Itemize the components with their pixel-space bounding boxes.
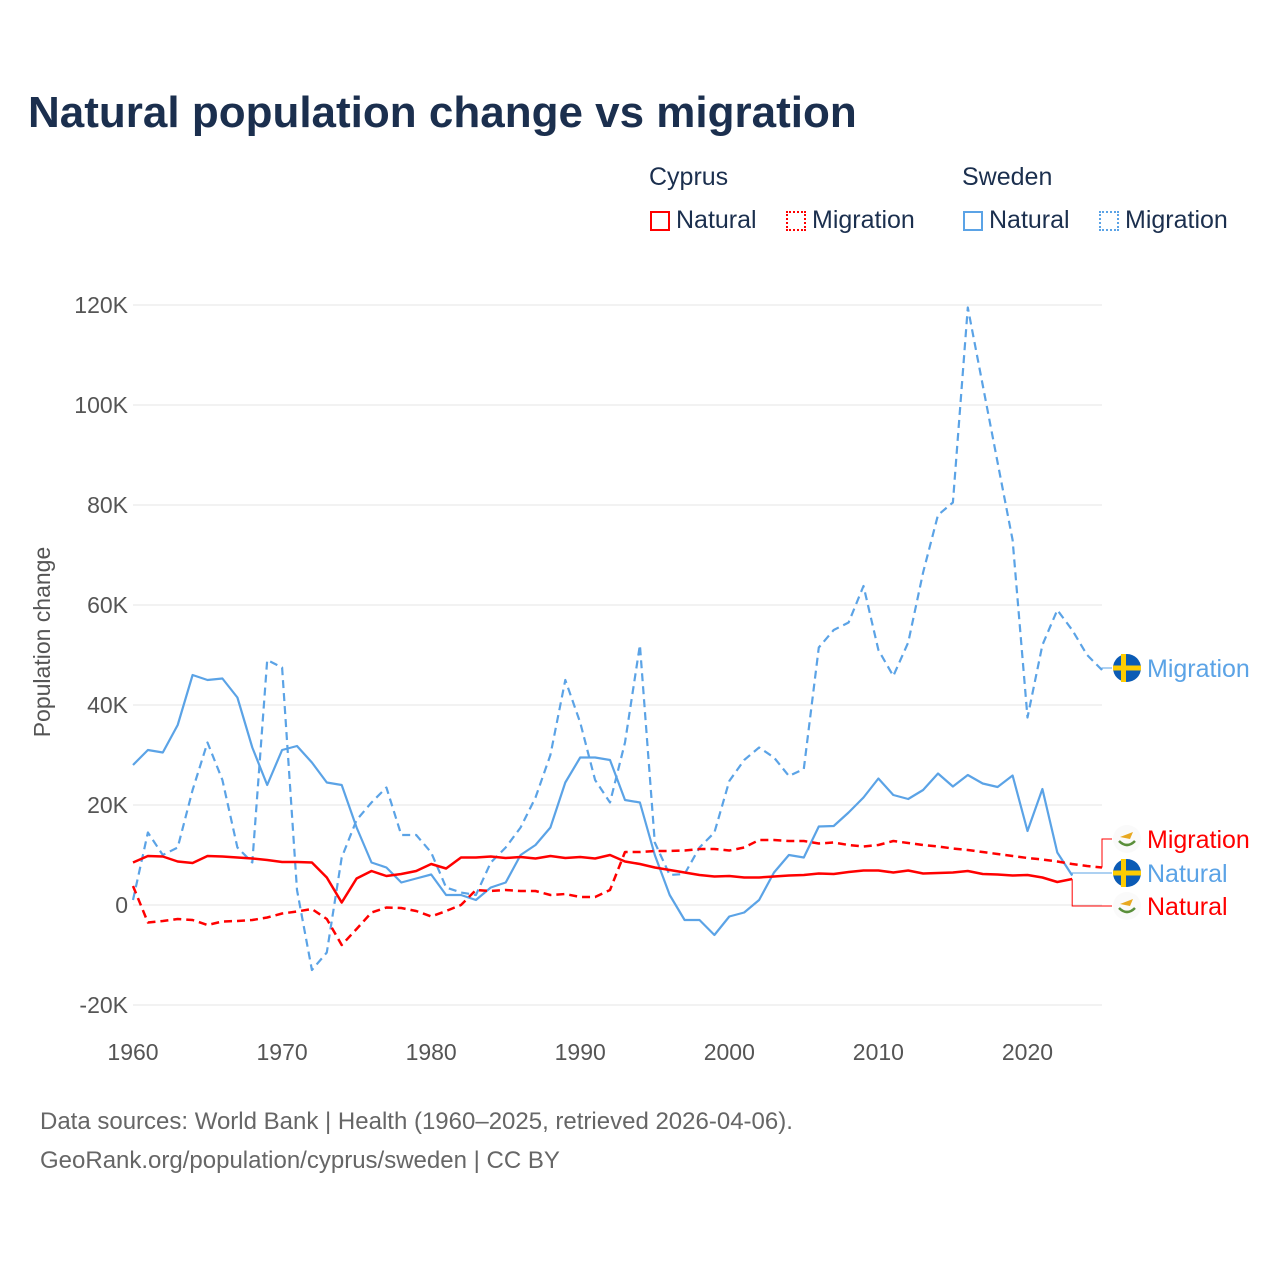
legend-swatch-solid: [650, 210, 670, 231]
chart-title: Natural population change vs migration: [28, 88, 857, 137]
series-line-cyprus-natural: [132, 853, 1073, 904]
legend-group-sweden: Sweden: [962, 163, 1053, 191]
y-tick-label: 40K: [87, 692, 129, 718]
sweden-flag-icon: [1121, 859, 1126, 887]
cyprus-flag-icon: [1120, 899, 1133, 906]
y-tick-label: 0: [115, 892, 128, 918]
label-connector: [1071, 879, 1112, 907]
y-tick-label: -20K: [79, 992, 128, 1018]
label-connector: [1071, 872, 1112, 876]
legend-cyprus-natural[interactable]: Natural: [650, 206, 757, 235]
end-label: Natural: [1147, 893, 1228, 921]
x-tick-label: 2020: [1002, 1039, 1053, 1065]
y-tick-label: 60K: [87, 592, 129, 618]
x-tick-label: 2000: [704, 1039, 755, 1065]
source-line-1: Data sources: World Bank | Health (1960–…: [40, 1108, 793, 1135]
x-tick-label: 1970: [256, 1039, 307, 1065]
series-line-sweden-natural: [132, 673, 1074, 937]
series-line-cyprus-migration: [131, 838, 1103, 947]
end-label: Migration: [1147, 655, 1250, 683]
cyprus-flag-icon: [1113, 892, 1141, 920]
y-tick-label: 120K: [74, 292, 128, 318]
series-line-sweden-migration: [131, 306, 1103, 972]
legend-swatch-dotted: [1099, 210, 1119, 231]
y-tick-label: 100K: [74, 392, 128, 418]
y-tick-label: 20K: [87, 792, 129, 818]
legend-swatch-solid: [963, 210, 983, 231]
end-label: Migration: [1147, 826, 1250, 854]
sweden-flag-icon: [1113, 665, 1141, 671]
cyprus-flag-icon: [1118, 840, 1136, 847]
label-connector: [1101, 838, 1112, 868]
y-tick-label: 80K: [87, 492, 129, 518]
x-tick-label: 1980: [406, 1039, 457, 1065]
y-axis-label: Population change: [29, 547, 55, 738]
x-tick-label: 1960: [107, 1039, 158, 1065]
legend-label: Migration: [1125, 206, 1228, 234]
sweden-flag-icon: [1121, 654, 1126, 682]
legend-sweden-migration[interactable]: Migration: [1099, 206, 1228, 235]
legend-group-cyprus: Cyprus: [649, 163, 729, 191]
legend-label: Natural: [989, 206, 1070, 234]
end-label: Natural: [1147, 860, 1228, 888]
legend-sweden-natural[interactable]: Natural: [963, 206, 1070, 235]
source-line-2: GeoRank.org/population/cyprus/sweden | C…: [40, 1147, 560, 1174]
x-tick-label: 1990: [555, 1039, 606, 1065]
sweden-flag-icon: [1113, 870, 1141, 876]
cyprus-flag-icon: [1118, 907, 1136, 914]
cyprus-flag-icon: [1120, 832, 1133, 839]
cyprus-flag-icon: [1113, 825, 1141, 853]
legend-cyprus-migration[interactable]: Migration: [786, 206, 915, 235]
legend-label: Migration: [812, 206, 915, 234]
label-connector: [1101, 667, 1112, 670]
legend-label: Natural: [676, 206, 757, 234]
legend-swatch-dotted: [786, 210, 806, 231]
x-tick-label: 2010: [853, 1039, 904, 1065]
